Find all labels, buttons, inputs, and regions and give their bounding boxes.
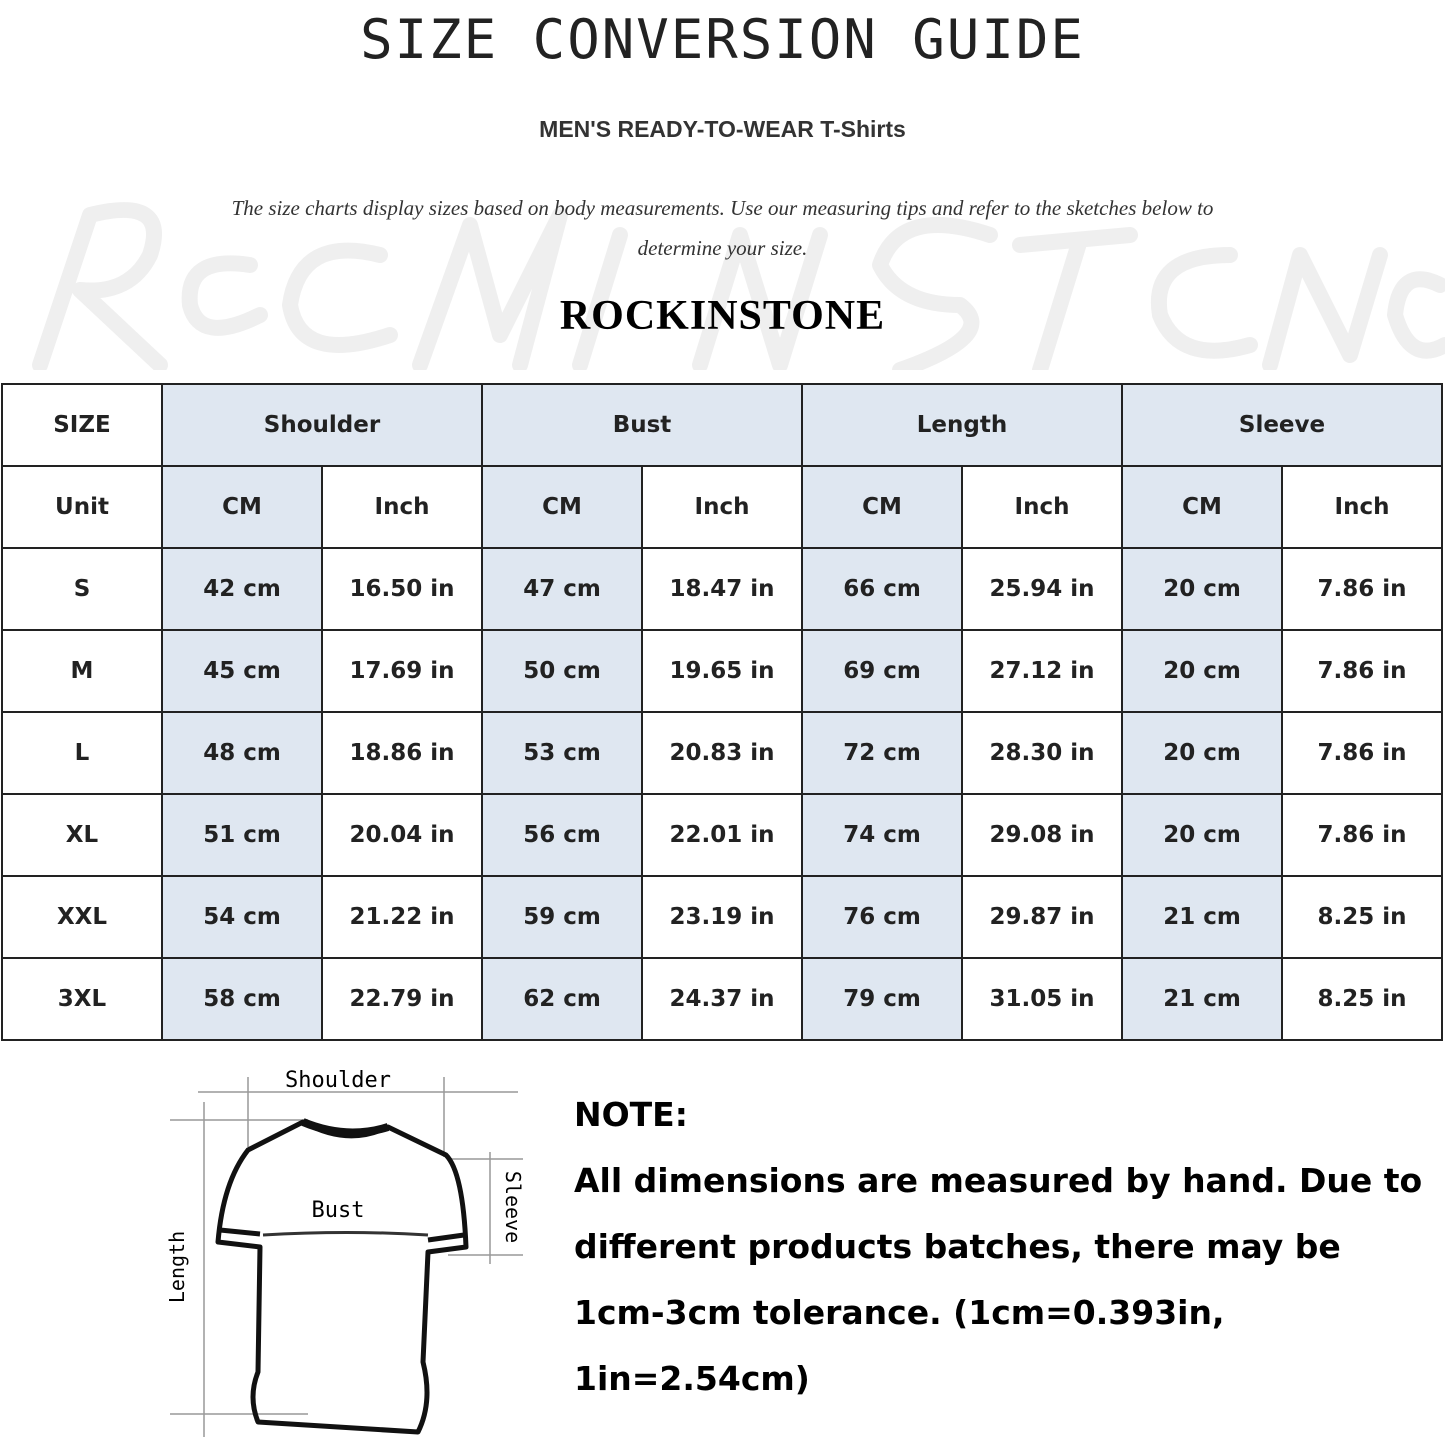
measurement-cell: 22.01 in [641,793,803,877]
measurement-cell: 20.83 in [641,711,803,795]
measurement-cell: 7.86 in [1281,547,1443,631]
measurement-cell: 7.86 in [1281,711,1443,795]
length-label: Length [165,1231,189,1303]
measurement-cell: 59 cm [481,875,643,959]
tshirt-measurement-diagram: Shoulder Bust Sleeve Length [165,1068,525,1437]
measurement-cell: 53 cm [481,711,643,795]
measurement-cell: 45 cm [161,629,323,713]
measurement-cell: 50 cm [481,629,643,713]
measurement-cell: 79 cm [801,957,963,1041]
measurement-cell: 28.30 in [961,711,1123,795]
size-cell: S [1,547,163,631]
measurement-cell: 31.05 in [961,957,1123,1041]
group-shoulder: Shoulder [161,383,483,467]
measurement-cell: 20 cm [1121,547,1283,631]
measurement-cell: 25.94 in [961,547,1123,631]
size-header: SIZE [1,383,163,467]
group-header-row: SIZE Shoulder Bust Length Sleeve [1,383,1443,467]
unit-header: Unit [1,465,163,549]
measurement-cell: 20 cm [1121,629,1283,713]
measurement-cell: 8.25 in [1281,957,1443,1041]
unit-inch: Inch [321,465,483,549]
measurement-cell: 20 cm [1121,793,1283,877]
size-cell: L [1,711,163,795]
measurement-cell: 66 cm [801,547,963,631]
size-table: SIZE Shoulder Bust Length Sleeve Unit CM… [1,383,1443,1041]
measurement-cell: 18.47 in [641,547,803,631]
measurement-cell: 47 cm [481,547,643,631]
note-text: All dimensions are measured by hand. Due… [574,1161,1423,1398]
watermark-brush-lettering [32,202,1445,370]
note: NOTE: All dimensions are measured by han… [574,1082,1434,1412]
page-title: SIZE CONVERSION GUIDE [360,8,1085,71]
group-sleeve: Sleeve [1121,383,1443,467]
unit-cm: CM [801,465,963,549]
measurement-cell: 20 cm [1121,711,1283,795]
measurement-cell: 29.87 in [961,875,1123,959]
size-cell: M [1,629,163,713]
unit-cm: CM [1121,465,1283,549]
unit-inch: Inch [961,465,1123,549]
measurement-cell: 27.12 in [961,629,1123,713]
table-row: M 45 cm 17.69 in 50 cm 19.65 in 69 cm 27.12 in… [1,629,1443,713]
measurement-cell: 51 cm [161,793,323,877]
measurement-cell: 42 cm [161,547,323,631]
size-cell: XL [1,793,163,877]
measurement-cell: 76 cm [801,875,963,959]
group-bust: Bust [481,383,803,467]
unit-inch: Inch [1281,465,1443,549]
measurement-cell: 48 cm [161,711,323,795]
size-cell: XXL [1,875,163,959]
measurement-cell: 62 cm [481,957,643,1041]
measurement-cell: 19.65 in [641,629,803,713]
measurement-cell: 29.08 in [961,793,1123,877]
measurement-cell: 74 cm [801,793,963,877]
measurement-cell: 18.86 in [321,711,483,795]
unit-cm: CM [481,465,643,549]
table-row: L 48 cm 18.86 in 53 cm 20.83 in 72 cm 28.30 in… [1,711,1443,795]
measurement-cell: 21.22 in [321,875,483,959]
measurement-cell: 24.37 in [641,957,803,1041]
shoulder-label: Shoulder [285,1068,391,1093]
measurement-cell: 69 cm [801,629,963,713]
bust-label: Bust [312,1198,365,1223]
page-subtitle: MEN'S READY-TO-WEAR T-Shirts [539,116,906,142]
measurement-cell: 22.79 in [321,957,483,1041]
measurement-cell: 21 cm [1121,957,1283,1041]
table-row: XL 51 cm 20.04 in 56 cm 22.01 in 74 cm 29.08 i… [1,793,1443,877]
size-cell: 3XL [1,957,163,1041]
unit-inch: Inch [641,465,803,549]
measurement-cell: 7.86 in [1281,629,1443,713]
measurement-cell: 16.50 in [321,547,483,631]
table-row: 3XL 58 cm 22.79 in 62 cm 24.37 in 79 cm 31.05 … [1,957,1443,1041]
measurement-cell: 56 cm [481,793,643,877]
measurement-cell: 20.04 in [321,793,483,877]
measurement-cell: 7.86 in [1281,793,1443,877]
group-length: Length [801,383,1123,467]
note-heading: NOTE: [574,1095,688,1134]
sleeve-label: Sleeve [501,1171,525,1243]
table-row: S 42 cm 16.50 in 47 cm 18.47 in 66 cm 25.94 in… [1,547,1443,631]
measurement-cell: 8.25 in [1281,875,1443,959]
description: The size charts display sizes based on b… [231,196,1214,260]
measurement-cell: 58 cm [161,957,323,1041]
table-row: XXL 54 cm 21.22 in 59 cm 23.19 in 76 cm 29.87 … [1,875,1443,959]
unit-cm: CM [161,465,323,549]
measurement-cell: 72 cm [801,711,963,795]
measurement-cell: 17.69 in [321,629,483,713]
measurement-cell: 21 cm [1121,875,1283,959]
measurement-cell: 54 cm [161,875,323,959]
unit-header-row: Unit CM Inch CM Inch CM Inch CM Inch [1,465,1443,549]
measurement-cell: 23.19 in [641,875,803,959]
brand-name: ROCKINSTONE [559,293,886,339]
